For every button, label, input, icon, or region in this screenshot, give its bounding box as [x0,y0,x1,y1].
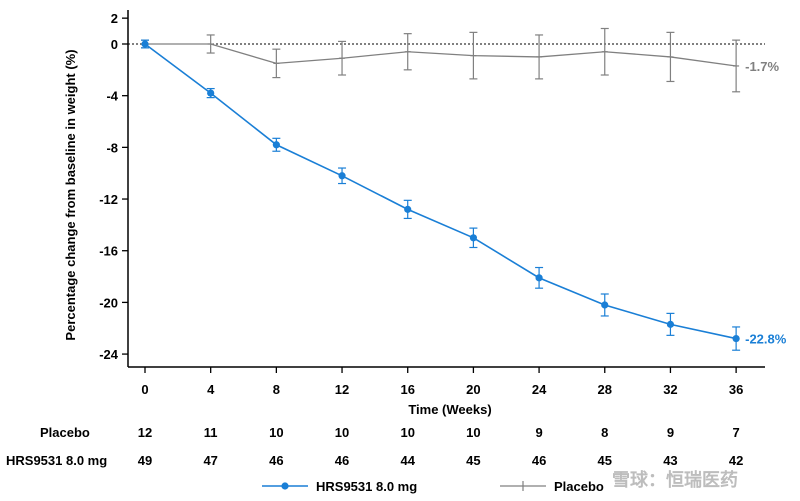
data-point [141,40,149,48]
n-at-risk-cell: 12 [138,425,152,440]
x-tick-label: 36 [729,382,743,397]
legend-placebo-label: Placebo [554,479,604,494]
hrs9531-series [141,39,741,351]
n-at-risk-cell: 49 [138,453,152,468]
y-axis-title: Percentage change from baseline in weigh… [63,49,78,340]
x-tick-label: 0 [141,382,148,397]
y-tick-label: -4 [106,89,118,104]
n-at-risk-cell: 10 [400,425,414,440]
x-tick-label: 32 [663,382,677,397]
x-tick-label: 20 [466,382,480,397]
chart-series [141,27,741,351]
y-tick-label: 0 [111,37,118,52]
n-at-risk-cell: 9 [535,425,542,440]
data-point [272,141,280,149]
data-point [535,274,543,282]
n-at-risk-cell: 46 [269,453,283,468]
watermark: 雪球：恒瑞医药 [612,469,738,491]
x-axis-title: Time (Weeks) [408,402,491,417]
n-at-risk-cell: 46 [335,453,349,468]
n-at-risk-cell: 10 [466,425,480,440]
n-at-risk-cell: 9 [667,425,674,440]
n-at-risk-cell: 45 [466,453,480,468]
n-at-risk-cell: 44 [400,453,415,468]
y-tick-label: -12 [99,192,118,207]
data-point [666,320,675,328]
chart-labels: Time (Weeks) Percentage change from basel… [63,49,787,417]
n-at-risk-cell: 10 [335,425,349,440]
y-tick-label: 2 [111,11,118,26]
y-tick-label: -20 [99,295,118,310]
x-tick-label: 12 [335,382,349,397]
chart-axes: 20-4-8-12-16-20-240 4 8 12 16 20 24 28 32 36 [99,10,765,397]
data-point [601,301,609,309]
n-at-risk-cell: 7 [733,425,740,440]
placebo-line [145,43,737,67]
n-at-risk-row-label: Placebo [40,425,90,440]
n-at-risk-table: Placebo 12 11 10 10 10 10 9 8 9 7 HRS9531 8.0 mg 49 4… [6,425,743,468]
data-point [404,205,412,213]
x-tick-label: 16 [400,382,414,397]
legend: HRS9531 8.0 mg Placebo [262,479,604,494]
x-tick-label: 8 [273,382,280,397]
x-tick-label: 28 [598,382,612,397]
hrs9531-end-label: -22.8% [745,332,787,347]
placebo-series [141,27,741,93]
data-point [732,334,740,343]
y-tick-label: -24 [99,347,119,362]
x-tick-label: 24 [532,382,547,397]
n-at-risk-cell: 42 [729,453,743,468]
n-at-risk-row-label: HRS9531 8.0 mg [6,453,107,468]
placebo-end-label: -1.7% [745,59,779,74]
n-at-risk-cell: 43 [663,453,677,468]
n-at-risk-cell: 10 [269,425,283,440]
n-at-risk-cell: 11 [204,425,218,440]
data-point [469,234,477,242]
x-tick-label: 4 [207,382,215,397]
y-tick-label: -8 [106,140,118,155]
n-at-risk-cell: 45 [598,453,612,468]
legend-hrs9531-marker [281,482,289,490]
data-point [338,172,346,180]
hrs9531-line [144,43,737,340]
n-at-risk-cell: 46 [532,453,546,468]
legend-hrs9531-label: HRS9531 8.0 mg [316,479,417,494]
y-tick-label: -16 [99,244,118,259]
n-at-risk-cell: 8 [601,425,608,440]
n-at-risk-cell: 47 [203,453,217,468]
data-point [207,89,215,97]
